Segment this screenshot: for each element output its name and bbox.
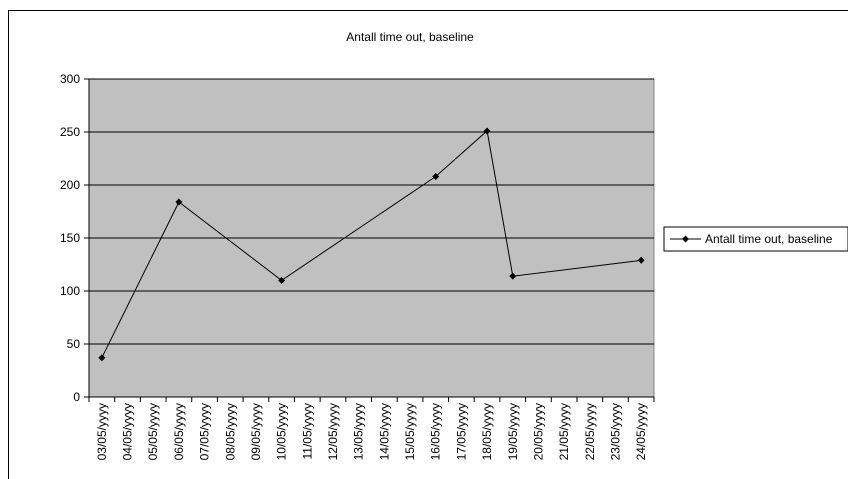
y-tick-label: 200 [60, 178, 80, 192]
x-tick-label: 11/05/yyyy [300, 403, 314, 459]
data-point-marker [483, 127, 491, 135]
chart-area: Antall time out, baseline 0 50 100 150 200 25… [8, 10, 848, 479]
x-tick-label: 24/05/yyyy [634, 403, 648, 460]
x-tick-label: 17/05/yyyy [454, 403, 468, 460]
data-point-marker [432, 173, 440, 181]
x-tick-label: 04/05/yyyy [121, 403, 135, 460]
legend-entry-label: Antall time out, baseline [705, 232, 833, 246]
legend: Antall time out, baseline [663, 226, 848, 252]
x-tick-label: 07/05/yyyy [198, 403, 212, 460]
x-tick-label: 14/05/yyyy [377, 403, 391, 460]
x-tick-label: 08/05/yyyy [223, 403, 237, 460]
plot-area: 0 50 100 150 200 250 300 03/05/yyyy 04/05/yyyy 05… [60, 72, 655, 460]
x-tick-label: 15/05/yyyy [403, 403, 417, 460]
data-point-marker [98, 354, 106, 362]
y-tick-label: 300 [60, 72, 80, 86]
x-tick-label: 22/05/yyyy [583, 403, 597, 460]
x-tick-label: 19/05/yyyy [506, 403, 520, 460]
x-tick-label: 06/05/yyyy [172, 403, 186, 460]
x-tick-label: 18/05/yyyy [480, 403, 494, 460]
y-tick-label: 250 [60, 125, 80, 139]
data-point-marker [278, 276, 286, 284]
x-tick-label: 23/05/yyyy [608, 403, 622, 460]
x-tick-label: 05/05/yyyy [146, 403, 160, 460]
y-tick-label: 50 [67, 337, 81, 351]
x-tick-label: 03/05/yyyy [95, 403, 109, 460]
data-point-marker [175, 198, 183, 206]
y-tick-label: 100 [60, 284, 80, 298]
data-point-marker [509, 272, 517, 280]
x-tick-label: 09/05/yyyy [249, 403, 263, 460]
line-chart: Antall time out, baseline 0 50 100 150 200 25… [60, 30, 848, 460]
x-tick-label: 20/05/yyyy [531, 403, 545, 460]
x-tick-label: 21/05/yyyy [557, 403, 571, 460]
x-tick-label: 16/05/yyyy [429, 403, 443, 460]
legend-diamond-marker [682, 235, 689, 243]
data-point-marker [637, 256, 645, 264]
chart-title: Antall time out, baseline [346, 30, 474, 44]
x-tick-label: 13/05/yyyy [352, 403, 366, 460]
x-tick-label: 10/05/yyyy [275, 403, 289, 460]
y-tick-label: 0 [73, 390, 80, 404]
x-tick-label: 12/05/yyyy [326, 403, 340, 460]
y-tick-label: 150 [60, 231, 80, 245]
